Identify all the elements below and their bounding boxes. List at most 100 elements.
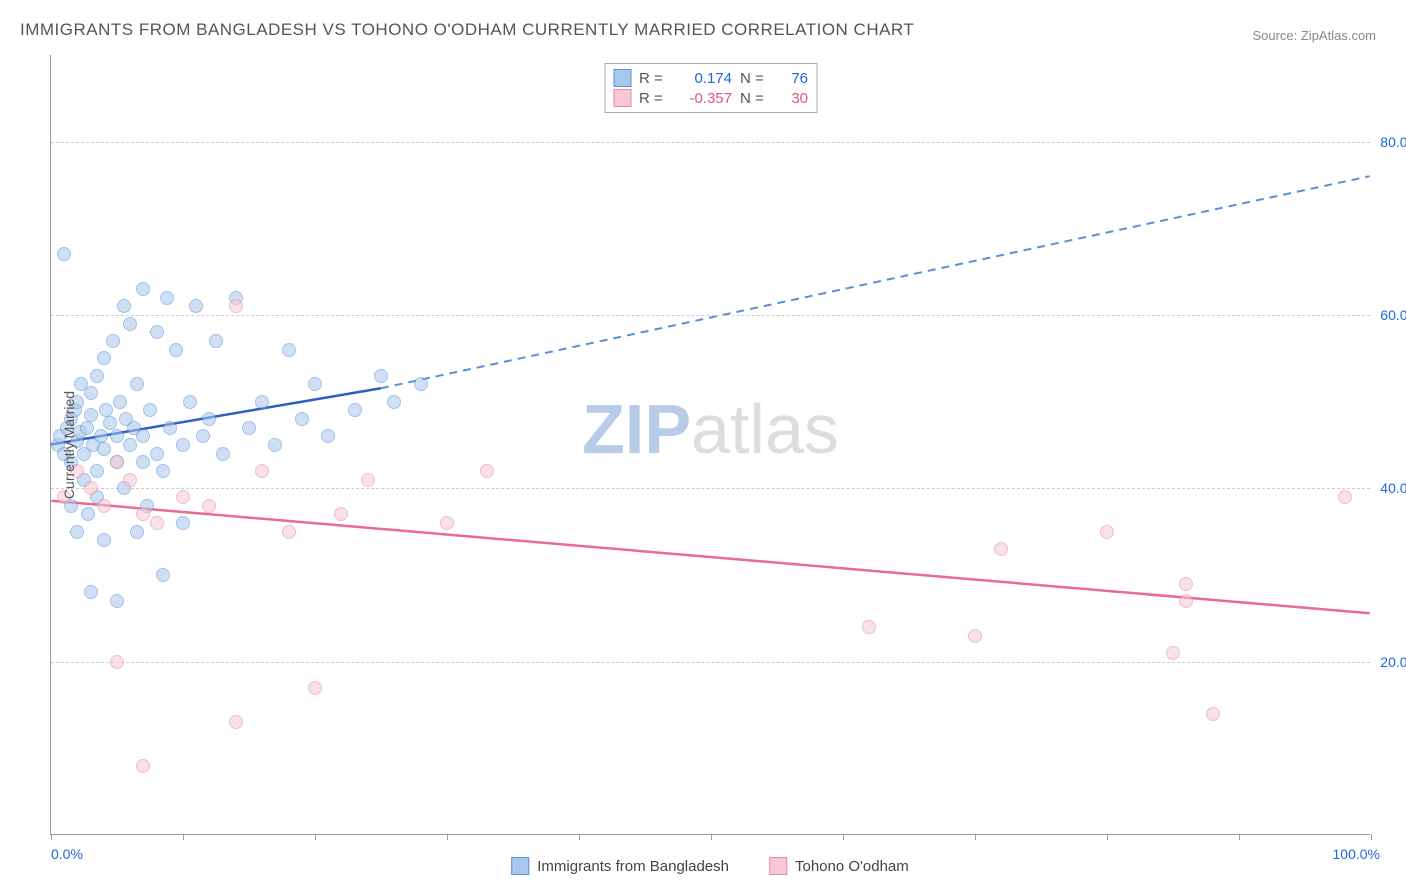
data-point (143, 403, 157, 417)
data-point (84, 386, 98, 400)
legend-swatch (769, 857, 787, 875)
data-point (103, 416, 117, 430)
data-point (90, 369, 104, 383)
data-point (176, 490, 190, 504)
data-point (130, 377, 144, 391)
data-point (308, 681, 322, 695)
data-point (321, 429, 335, 443)
data-point (136, 455, 150, 469)
x-tick (315, 834, 316, 840)
chart-container: ZIPatlas R =0.174N =76R =-0.357N =30 20.… (50, 55, 1370, 835)
data-point (268, 438, 282, 452)
legend-label: Tohono O'odham (795, 858, 909, 875)
x-tick (975, 834, 976, 840)
data-point (202, 412, 216, 426)
data-point (130, 525, 144, 539)
data-point (1179, 577, 1193, 591)
data-point (150, 325, 164, 339)
stats-row: R =-0.357N =30 (613, 88, 808, 108)
x-tick-label-left: 0.0% (51, 846, 83, 862)
data-point (994, 542, 1008, 556)
data-point (117, 299, 131, 313)
data-point (440, 516, 454, 530)
data-point (123, 473, 137, 487)
data-point (282, 343, 296, 357)
x-tick (1371, 834, 1372, 840)
data-point (156, 568, 170, 582)
data-point (110, 594, 124, 608)
source-attribution: Source: ZipAtlas.com (1252, 28, 1376, 43)
x-tick (579, 834, 580, 840)
data-point (229, 715, 243, 729)
trend-lines (51, 55, 1370, 834)
y-axis-title: Currently Married (61, 391, 77, 499)
x-tick (447, 834, 448, 840)
data-point (106, 334, 120, 348)
n-value: 30 (778, 90, 808, 107)
legend-swatch (511, 857, 529, 875)
data-point (196, 429, 210, 443)
data-point (1166, 646, 1180, 660)
data-point (189, 299, 203, 313)
data-point (136, 507, 150, 521)
data-point (84, 585, 98, 599)
r-label: R = (639, 90, 669, 107)
x-tick (843, 834, 844, 840)
data-point (968, 629, 982, 643)
data-point (295, 412, 309, 426)
data-point (123, 438, 137, 452)
data-point (374, 369, 388, 383)
legend-item: Tohono O'odham (769, 857, 909, 875)
stats-legend-box: R =0.174N =76R =-0.357N =30 (604, 63, 817, 113)
plot-area: ZIPatlas R =0.174N =76R =-0.357N =30 20.… (50, 55, 1370, 835)
n-label: N = (740, 90, 770, 107)
bottom-legend: Immigrants from Bangladesh Tohono O'odham (511, 857, 909, 875)
data-point (150, 447, 164, 461)
data-point (163, 421, 177, 435)
grid-line (51, 315, 1370, 316)
legend-item: Immigrants from Bangladesh (511, 857, 729, 875)
data-point (361, 473, 375, 487)
y-tick-label: 40.0% (1380, 480, 1406, 496)
y-tick-label: 20.0% (1380, 654, 1406, 670)
data-point (97, 442, 111, 456)
data-point (282, 525, 296, 539)
y-tick-label: 80.0% (1380, 134, 1406, 150)
data-point (80, 421, 94, 435)
x-tick (51, 834, 52, 840)
n-value: 76 (778, 70, 808, 87)
x-tick (1239, 834, 1240, 840)
data-point (123, 317, 137, 331)
r-label: R = (639, 70, 669, 87)
data-point (1100, 525, 1114, 539)
data-point (110, 429, 124, 443)
data-point (255, 464, 269, 478)
data-point (136, 429, 150, 443)
stats-row: R =0.174N =76 (613, 68, 808, 88)
legend-label: Immigrants from Bangladesh (537, 858, 729, 875)
data-point (862, 620, 876, 634)
legend-swatch (613, 69, 631, 87)
x-tick (183, 834, 184, 840)
data-point (97, 351, 111, 365)
data-point (202, 499, 216, 513)
data-point (229, 299, 243, 313)
data-point (414, 377, 428, 391)
x-tick (711, 834, 712, 840)
data-point (160, 291, 174, 305)
grid-line (51, 488, 1370, 489)
data-point (136, 282, 150, 296)
data-point (70, 525, 84, 539)
r-value: 0.174 (677, 70, 732, 87)
data-point (156, 464, 170, 478)
y-tick-label: 60.0% (1380, 307, 1406, 323)
data-point (216, 447, 230, 461)
legend-swatch (613, 89, 631, 107)
data-point (183, 395, 197, 409)
chart-title: IMMIGRANTS FROM BANGLADESH VS TOHONO O'O… (20, 20, 914, 40)
data-point (97, 533, 111, 547)
data-point (110, 455, 124, 469)
data-point (308, 377, 322, 391)
data-point (94, 429, 108, 443)
data-point (169, 343, 183, 357)
